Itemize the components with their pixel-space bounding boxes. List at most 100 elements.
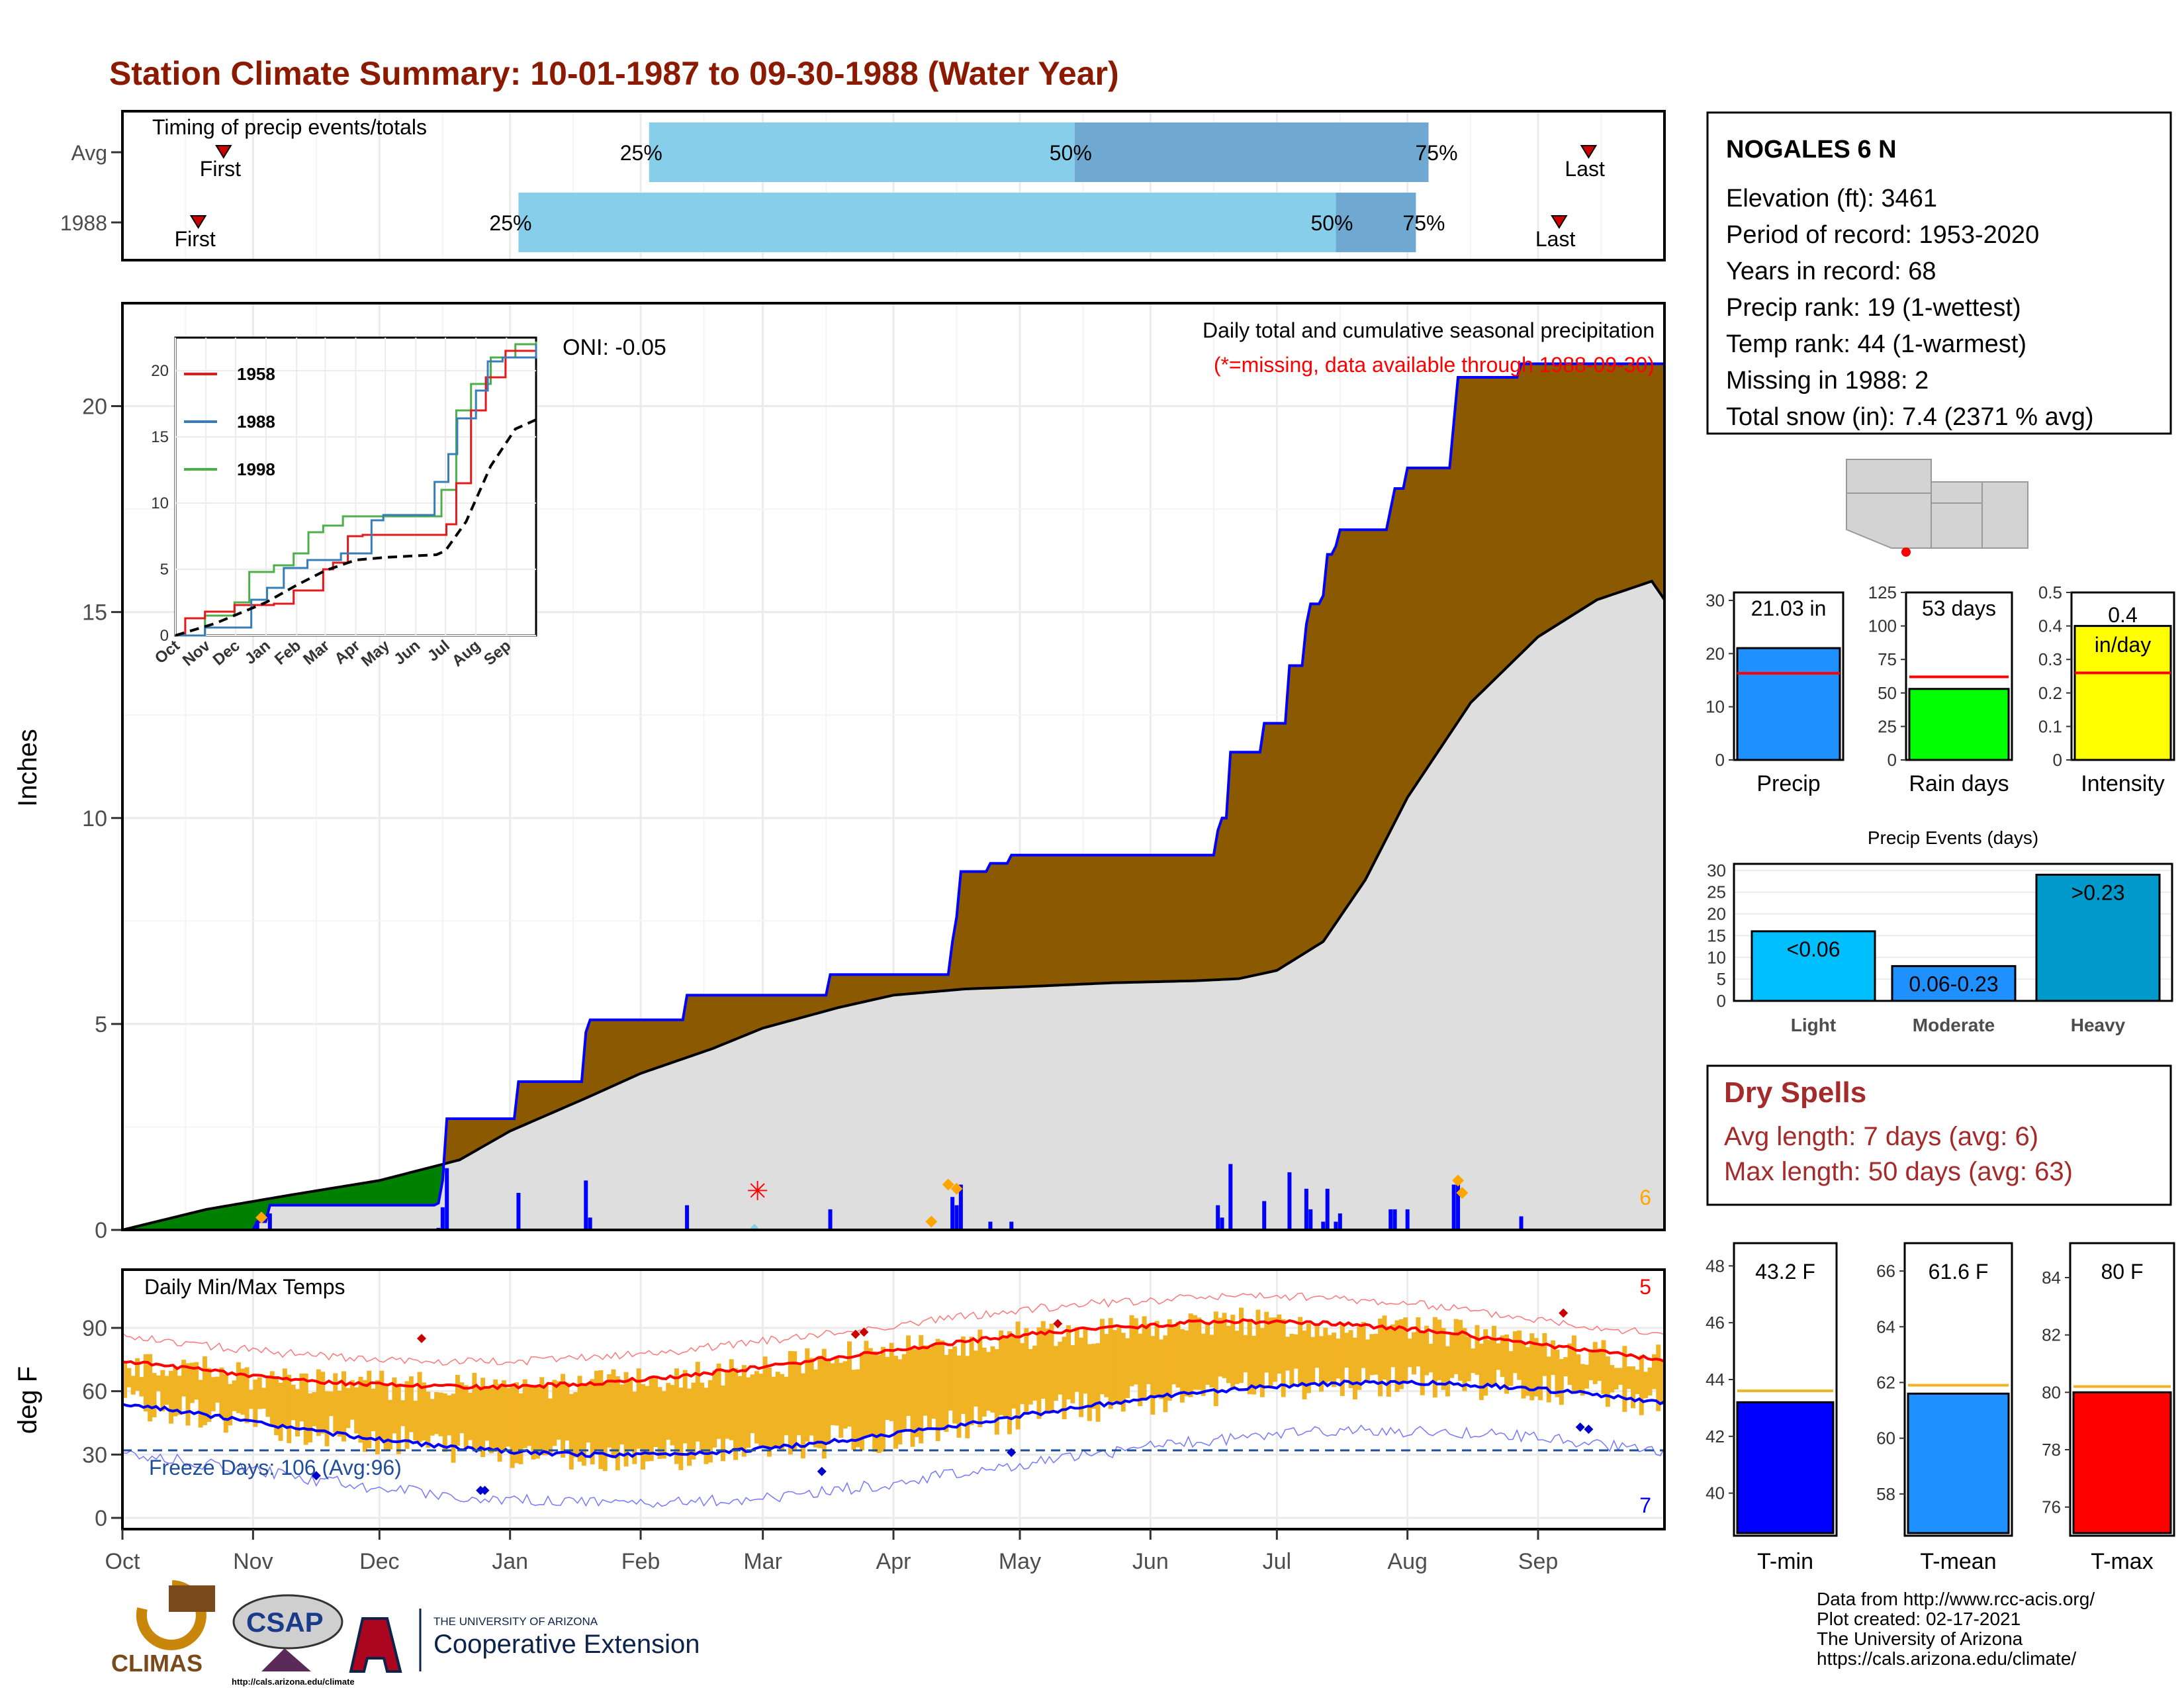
temp3-ytick: 66 xyxy=(1876,1261,1895,1281)
bar3-ytick: 0.3 xyxy=(2038,649,2062,669)
bar3-label: Intensity xyxy=(2081,771,2165,796)
record-high-line xyxy=(122,1291,1665,1366)
inset-ytick: 15 xyxy=(151,428,169,446)
record-low-marker-icon xyxy=(1584,1425,1594,1434)
events-category: Heavy xyxy=(2071,1015,2126,1035)
bar3-ytick: 0.5 xyxy=(2038,583,2062,602)
inset-line-1958 xyxy=(175,344,537,637)
daily-precip-bar xyxy=(1405,1209,1410,1230)
first-label: First xyxy=(175,227,216,251)
csap-url: http://cals.arizona.edu/climate xyxy=(232,1677,355,1687)
timing-p75: 75% xyxy=(1415,141,1457,165)
credit-line: The University of Arizona xyxy=(1817,1628,2023,1649)
precip-ylabel: Inches xyxy=(13,729,42,807)
daily-precip-bar xyxy=(267,1213,272,1230)
record-high-marker-icon xyxy=(1559,1308,1569,1318)
dry-avg: Avg length: 7 days (avg: 6) xyxy=(1724,1122,2038,1151)
temp3-value: 80 F xyxy=(2101,1260,2143,1284)
ua-big-text: Cooperative Extension xyxy=(433,1630,700,1659)
events-bar xyxy=(2035,873,2161,1002)
avg-min-line xyxy=(122,1380,1665,1458)
precip-summary-bars: 0 10 20 30 21.03 in Precip 0 25 50 75 100 125 53 day… xyxy=(1706,583,2175,796)
credit-line: https://cals.arizona.edu/climate/ xyxy=(1817,1648,2076,1669)
daily-precip-bar xyxy=(1338,1213,1342,1230)
daily-precip-bar xyxy=(1287,1172,1292,1230)
month-axis: Oct Nov Dec Jan Feb Mar Apr May Jun Jul Aug Sep xyxy=(105,1529,1558,1574)
timing-row-label: 1988 xyxy=(60,211,107,235)
daily-precip-bar xyxy=(1456,1184,1461,1230)
temp3-ytick: 40 xyxy=(1706,1483,1725,1503)
avg-cumulative-line xyxy=(122,579,1666,1231)
record-low-line xyxy=(122,1425,1665,1508)
temp3-fill xyxy=(1736,1401,1835,1534)
bar3-ytick: 30 xyxy=(1706,590,1725,610)
bar3-ytick: 0 xyxy=(1888,750,1897,770)
station-info-line: Years in record: 68 xyxy=(1726,258,1936,285)
station-info-line: Temp rank: 44 (1-warmest) xyxy=(1726,330,2026,358)
bar3-ytick: 0 xyxy=(1715,750,1725,770)
last-marker-icon xyxy=(1580,145,1598,159)
record-low-count: 7 xyxy=(1639,1493,1651,1517)
credit-line: Data from http://www.rcc-acis.org/ xyxy=(1817,1589,2095,1609)
bar3-value: 21.03 in xyxy=(1751,596,1827,620)
bar3-ytick: 75 xyxy=(1878,649,1897,669)
inset-avg-line xyxy=(175,418,537,637)
events-title: Precip Events (days) xyxy=(1868,827,2038,848)
climas-logo: CLIMAS xyxy=(111,1580,215,1677)
daily-precip-bar xyxy=(588,1217,592,1230)
bar3-value-unit: in/day xyxy=(2095,633,2151,657)
temp3-fill xyxy=(1907,1392,2010,1534)
snow-marker-icon xyxy=(942,1178,954,1191)
bar3-ytick: 125 xyxy=(1868,583,1897,602)
daily-precip-bar xyxy=(1220,1217,1224,1230)
record-low-marker-icon xyxy=(817,1466,827,1476)
precip-ytick: 0 xyxy=(95,1218,107,1243)
month-label: May xyxy=(999,1549,1041,1574)
daily-precip-bar xyxy=(988,1221,993,1230)
daily-precip-bar xyxy=(685,1205,690,1230)
temp3-ytick: 44 xyxy=(1706,1370,1725,1389)
precip-note1: Daily total and cumulative seasonal prec… xyxy=(1203,318,1655,342)
snow-marker-icon xyxy=(1456,1187,1469,1199)
temp3-ytick: 76 xyxy=(2042,1497,2061,1517)
temp-summary-bars: 40 42 44 46 48 43.2 F T-min 58 60 62 64 66 61.6 F T-m… xyxy=(1706,1242,2175,1574)
temp-ytick: 30 xyxy=(82,1442,107,1468)
temp3-ytick: 64 xyxy=(1876,1317,1895,1336)
timing-bar-upper-1988 xyxy=(1336,193,1416,252)
avg-max-line xyxy=(122,1318,1665,1391)
month-label: Jan xyxy=(492,1549,528,1574)
record-low-marker-icon xyxy=(480,1485,490,1495)
precip-ytick: 5 xyxy=(95,1012,107,1037)
precip-ytick: 10 xyxy=(82,806,107,831)
credits: Data from http://www.rcc-acis.org/Plot c… xyxy=(1817,1589,2095,1669)
first-marker-icon xyxy=(215,145,232,159)
station-info-line: Precip rank: 19 (1-wettest) xyxy=(1726,294,2021,322)
events-ytick: 5 xyxy=(1717,969,1726,989)
events-category: Moderate xyxy=(1913,1015,1995,1035)
cumulative-line xyxy=(122,362,1664,1231)
inset-legend-label: 1958 xyxy=(237,364,275,384)
station-name: NOGALES 6 N xyxy=(1726,136,1897,164)
bar3-fill xyxy=(1736,647,1841,761)
temp-title: Daily Min/Max Temps xyxy=(144,1275,345,1299)
below-avg-fill xyxy=(122,363,1664,1230)
daily-precip-bar xyxy=(516,1193,521,1230)
daily-precip-bar xyxy=(1334,1221,1338,1230)
record-high-marker-icon xyxy=(416,1333,426,1343)
daily-precip-bar xyxy=(584,1180,588,1230)
month-label: Apr xyxy=(876,1549,911,1574)
daily-precip-bar xyxy=(255,1221,259,1230)
temp3-label: T-max xyxy=(2091,1549,2153,1574)
bar3-ytick: 100 xyxy=(1868,616,1897,636)
temp3-ytick: 84 xyxy=(2042,1268,2061,1288)
temp3-value: 61.6 F xyxy=(1929,1260,1989,1284)
temp3-ytick: 82 xyxy=(2042,1325,2061,1345)
events-ytick: 10 xyxy=(1707,947,1726,967)
station-info-line: Elevation (ft): 3461 xyxy=(1726,185,1937,212)
daily-precip-bar xyxy=(445,1168,449,1230)
events-bar xyxy=(1891,964,2017,1002)
daily-precip-bar xyxy=(958,1184,963,1230)
daily-precip-bar xyxy=(950,1197,955,1230)
temp3-value: 43.2 F xyxy=(1755,1260,1815,1284)
